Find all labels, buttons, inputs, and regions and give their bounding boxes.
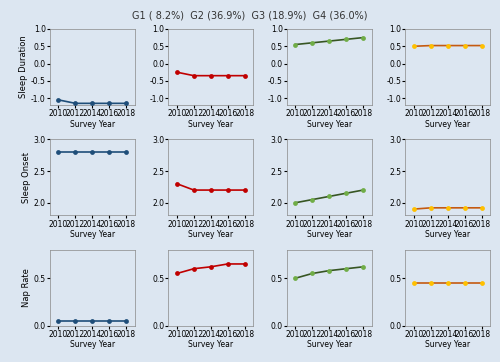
- X-axis label: Survey Year: Survey Year: [70, 119, 115, 129]
- Point: [292, 42, 300, 47]
- Point: [207, 264, 215, 270]
- X-axis label: Survey Year: Survey Year: [188, 119, 234, 129]
- Point: [224, 261, 232, 267]
- Point: [342, 266, 350, 272]
- Point: [88, 149, 96, 155]
- Y-axis label: Sleep Duration: Sleep Duration: [19, 35, 28, 98]
- Point: [410, 280, 418, 286]
- X-axis label: Survey Year: Survey Year: [188, 340, 234, 349]
- Point: [444, 43, 452, 49]
- Point: [460, 205, 468, 211]
- Y-axis label: Sleep Onset: Sleep Onset: [22, 152, 31, 203]
- Point: [207, 73, 215, 79]
- X-axis label: Survey Year: Survey Year: [425, 230, 470, 239]
- Point: [105, 100, 113, 106]
- X-axis label: Survey Year: Survey Year: [188, 230, 234, 239]
- Point: [105, 318, 113, 324]
- Point: [427, 205, 435, 211]
- Point: [173, 181, 181, 187]
- Point: [240, 261, 248, 267]
- Point: [122, 149, 130, 155]
- X-axis label: Survey Year: Survey Year: [306, 230, 352, 239]
- Point: [190, 266, 198, 272]
- X-axis label: Survey Year: Survey Year: [70, 230, 115, 239]
- Point: [410, 206, 418, 212]
- Point: [88, 100, 96, 106]
- Point: [427, 280, 435, 286]
- Text: G1 ( 8.2%)  G2 (36.9%)  G3 (18.9%)  G4 (36.0%): G1 ( 8.2%) G2 (36.9%) G3 (18.9%) G4 (36.…: [132, 11, 368, 21]
- Point: [122, 100, 130, 106]
- Point: [72, 149, 80, 155]
- Point: [444, 205, 452, 211]
- Point: [224, 73, 232, 79]
- Point: [359, 35, 367, 41]
- Point: [478, 43, 486, 49]
- Point: [325, 194, 333, 199]
- Point: [427, 43, 435, 49]
- X-axis label: Survey Year: Survey Year: [425, 340, 470, 349]
- X-axis label: Survey Year: Survey Year: [306, 340, 352, 349]
- Point: [224, 187, 232, 193]
- Point: [292, 200, 300, 206]
- Point: [240, 73, 248, 79]
- Point: [54, 97, 62, 103]
- Point: [460, 43, 468, 49]
- Point: [478, 205, 486, 211]
- Point: [308, 197, 316, 202]
- X-axis label: Survey Year: Survey Year: [70, 340, 115, 349]
- Point: [342, 37, 350, 42]
- Point: [190, 187, 198, 193]
- Point: [342, 190, 350, 196]
- Point: [173, 270, 181, 276]
- Point: [72, 100, 80, 106]
- Point: [122, 318, 130, 324]
- Point: [72, 318, 80, 324]
- Y-axis label: Nap Rate: Nap Rate: [22, 268, 31, 307]
- Point: [54, 318, 62, 324]
- Point: [308, 270, 316, 276]
- Point: [173, 69, 181, 75]
- Point: [190, 73, 198, 79]
- Point: [88, 318, 96, 324]
- Point: [240, 187, 248, 193]
- Point: [325, 38, 333, 44]
- X-axis label: Survey Year: Survey Year: [306, 119, 352, 129]
- X-axis label: Survey Year: Survey Year: [425, 119, 470, 129]
- Point: [460, 280, 468, 286]
- Point: [54, 149, 62, 155]
- Point: [292, 275, 300, 281]
- Point: [207, 187, 215, 193]
- Point: [444, 280, 452, 286]
- Point: [325, 268, 333, 274]
- Point: [308, 40, 316, 46]
- Point: [410, 43, 418, 49]
- Point: [105, 149, 113, 155]
- Point: [478, 280, 486, 286]
- Point: [359, 187, 367, 193]
- Point: [359, 264, 367, 270]
